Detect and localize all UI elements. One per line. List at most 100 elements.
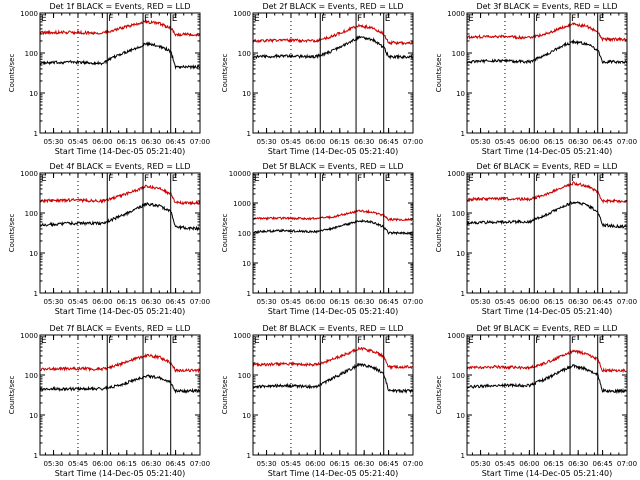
lld-series-line (467, 22, 627, 43)
x-tick-label: 06:15 (117, 460, 137, 468)
subplot-det-3: Det 3f BLACK = Events, RED = LLD F F E E 1 10 1… (435, 2, 637, 156)
x-axis-title: Start Time (14-Dec-05 05:21:40) (55, 147, 186, 156)
x-tick-label: 06:30 (141, 138, 161, 146)
x-tick-label: 06:30 (568, 298, 588, 306)
y-axis-title: Counts/sec (8, 214, 16, 253)
marker-label: E (385, 14, 391, 24)
y-tick-label: 10000 (229, 170, 251, 178)
y-tick-label: 10 (242, 412, 251, 420)
y-tick-label: 1 (34, 290, 38, 298)
subplot-title: Det 2f BLACK = Events, RED = LLD (262, 2, 403, 11)
marker-label: F (535, 14, 540, 24)
y-axis-title: Counts/sec (8, 54, 16, 93)
x-tick-label: 07:00 (190, 138, 210, 146)
events-series-line (40, 41, 200, 70)
y-tick-label: 1000 (233, 332, 251, 340)
plot-frame (39, 334, 201, 456)
marker-label: E (254, 336, 260, 346)
events-series-line (40, 202, 200, 232)
x-tick-label: 07:00 (617, 460, 637, 468)
x-tick-label: 05:30 (43, 460, 63, 468)
lld-series-line (40, 184, 200, 206)
plot-frame (466, 172, 628, 294)
marker-label: E (385, 174, 391, 184)
x-axis-title: Start Time (14-Dec-05 05:21:40) (482, 147, 613, 156)
x-tick-label: 06:45 (592, 138, 612, 146)
x-tick-label: 05:30 (256, 460, 276, 468)
x-tick-label: 06:00 (305, 460, 325, 468)
marker-label: E (468, 14, 474, 24)
x-tick-label: 05:30 (470, 138, 490, 146)
y-tick-label: 10 (456, 250, 465, 258)
x-tick-label: 06:15 (117, 138, 137, 146)
x-tick-label: 06:45 (378, 298, 398, 306)
y-tick-label: 1 (461, 130, 465, 138)
plot-frame (39, 172, 201, 294)
x-tick-label: 06:45 (378, 138, 398, 146)
x-tick-label: 06:45 (165, 460, 185, 468)
marker-label: E (599, 336, 605, 346)
subplot-det-8: Det 8f BLACK = Events, RED = LLD F F E E 1 10 1… (221, 324, 423, 478)
y-tick-label: 100 (238, 372, 251, 380)
y-tick-label: 100 (25, 372, 38, 380)
x-tick-label: 05:30 (43, 298, 63, 306)
y-tick-label: 1000 (20, 170, 38, 178)
y-tick-label: 1 (34, 452, 38, 460)
subplot-det-9: Det 9f BLACK = Events, RED = LLD F F E E 1 10 1… (435, 324, 637, 478)
subplot-title: Det 9f BLACK = Events, RED = LLD (476, 324, 617, 333)
x-tick-label: 06:00 (519, 298, 539, 306)
y-axis-title: Counts/sec (221, 376, 229, 415)
marker-label: F (144, 336, 149, 346)
plot-frame (39, 12, 201, 134)
x-tick-label: 07:00 (190, 460, 210, 468)
marker-label: F (108, 336, 113, 346)
events-series-line (467, 363, 627, 394)
marker-label: E (468, 174, 474, 184)
marker-label: F (571, 336, 576, 346)
subplot-title: Det 3f BLACK = Events, RED = LLD (476, 2, 617, 11)
x-tick-label: 06:30 (568, 460, 588, 468)
x-tick-label: 06:45 (592, 298, 612, 306)
x-tick-label: 05:45 (68, 138, 88, 146)
x-axis-title: Start Time (14-Dec-05 05:21:40) (55, 307, 186, 316)
subplot-det-7: Det 7f BLACK = Events, RED = LLD F F E E 1 10 1… (8, 324, 210, 478)
y-axis-title: Counts/sec (221, 54, 229, 93)
events-series-line (253, 218, 413, 236)
x-axis-title: Start Time (14-Dec-05 05:21:40) (482, 307, 613, 316)
x-tick-label: 06:00 (92, 460, 112, 468)
marker-label: F (321, 174, 326, 184)
x-tick-label: 05:30 (256, 138, 276, 146)
y-tick-label: 10 (29, 90, 38, 98)
marker-label: F (357, 336, 362, 346)
marker-label: F (571, 14, 576, 24)
marker-label: E (41, 14, 47, 24)
lld-series-line (253, 23, 413, 46)
marker-label: F (144, 174, 149, 184)
x-tick-label: 07:00 (403, 138, 423, 146)
marker-label: F (144, 14, 149, 24)
subplot-det-1: Det 1f BLACK = Events, RED = LLD F F E E 1 10 1… (8, 2, 210, 156)
events-series-line (467, 38, 627, 65)
x-tick-label: 06:15 (330, 138, 350, 146)
y-tick-label: 1 (247, 452, 251, 460)
marker-label: E (468, 336, 474, 346)
y-tick-label: 1 (461, 452, 465, 460)
x-tick-label: 05:30 (470, 460, 490, 468)
events-series-line (40, 374, 200, 394)
marker-label: E (599, 14, 605, 24)
x-tick-label: 06:00 (305, 298, 325, 306)
y-axis-title: Counts/sec (435, 214, 443, 253)
y-tick-label: 100 (25, 50, 38, 58)
marker-label: F (357, 174, 362, 184)
marker-label: F (535, 336, 540, 346)
events-series-line (253, 35, 413, 60)
y-tick-label: 10 (242, 260, 251, 268)
y-tick-label: 100 (452, 50, 465, 58)
x-tick-label: 05:45 (495, 460, 515, 468)
y-tick-label: 10 (29, 250, 38, 258)
y-tick-label: 1 (461, 290, 465, 298)
x-tick-label: 05:45 (68, 298, 88, 306)
x-tick-label: 07:00 (190, 298, 210, 306)
